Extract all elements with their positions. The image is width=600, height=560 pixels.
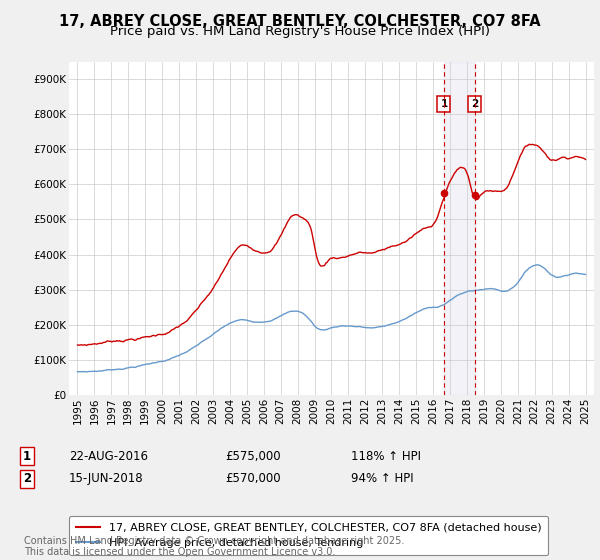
Text: Contains HM Land Registry data © Crown copyright and database right 2025.
This d: Contains HM Land Registry data © Crown c… [24, 535, 404, 557]
Legend: 17, ABREY CLOSE, GREAT BENTLEY, COLCHESTER, CO7 8FA (detached house), HPI: Avera: 17, ABREY CLOSE, GREAT BENTLEY, COLCHEST… [69, 516, 548, 555]
Text: £575,000: £575,000 [225, 450, 281, 463]
Text: 2: 2 [23, 472, 31, 486]
Bar [444, 62, 475, 395]
Text: 22-AUG-2016: 22-AUG-2016 [69, 450, 148, 463]
Text: 17, ABREY CLOSE, GREAT BENTLEY, COLCHESTER, CO7 8FA: 17, ABREY CLOSE, GREAT BENTLEY, COLCHEST… [59, 14, 541, 29]
Text: Price paid vs. HM Land Registry's House Price Index (HPI): Price paid vs. HM Land Registry's House … [110, 25, 490, 38]
Text: 2: 2 [471, 99, 478, 109]
Text: 118% ↑ HPI: 118% ↑ HPI [351, 450, 421, 463]
Text: 94% ↑ HPI: 94% ↑ HPI [351, 472, 413, 486]
Text: 1: 1 [440, 99, 448, 109]
Text: £570,000: £570,000 [225, 472, 281, 486]
Text: 15-JUN-2018: 15-JUN-2018 [69, 472, 143, 486]
Text: 1: 1 [23, 450, 31, 463]
